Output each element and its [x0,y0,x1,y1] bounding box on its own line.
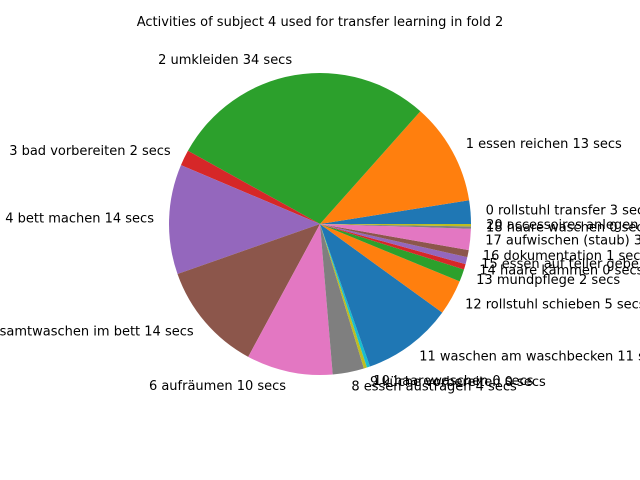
slice-label: 11 waschen am waschbecken 11 secs [419,350,640,365]
slice-label: 16 dokumentation 1 secs [483,249,640,264]
chart-title: Activities of subject 4 used for transfe… [137,15,504,30]
pie-slice [320,224,468,265]
pie-slice [187,72,421,224]
slice-label: 20 accessoires anlegen 0 secs [486,218,640,233]
pie-slice [169,165,320,274]
pie-slice [320,224,471,229]
pie-slice [320,224,469,258]
slice-label: 12 rollstuhl schieben 5 secs [465,297,640,312]
slice-label: 2 umkleiden 34 secs [158,53,292,68]
pie-slice [180,150,320,224]
pie-slice [248,224,333,375]
pie-slice [320,224,367,369]
slice-label: 13 mundpflege 2 secs [476,273,620,288]
slice-label: 15 essen auf teller geben 1 secs [481,257,640,272]
slice-label: 0 rollstuhl transfer 3 secs [486,203,640,218]
slice-label: 17 aufwischen (staub) 3 secs [485,234,640,249]
slice-label: 9 küche vorbereiten 0 secs [370,375,546,390]
pie-labels: 0 rollstuhl transfer 3 secs 1 essen reich… [0,53,640,395]
pie-slice [320,224,466,270]
pie-slice [320,200,472,224]
slice-label: 18 haare waschen 0 secs [486,220,640,235]
pie-slice [320,224,370,368]
slice-label: 1 essen reichen 13 secs [466,137,622,152]
slice-label: 4 bett machen 14 secs [5,211,154,226]
pie-slice [320,224,464,282]
slice-label: 5 gesamtwaschen im bett 14 secs [0,324,194,339]
pie-slice [320,111,470,224]
pie-slice [320,224,443,367]
slice-label: 3 bad vorbereiten 2 secs [9,144,171,159]
slice-label: 10 haarewaschen 0 secs [373,374,533,389]
pie-slices [169,72,472,375]
slice-label: 6 aufräumen 10 secs [149,379,286,394]
pie-slice [177,224,320,357]
pie-slice [320,224,460,313]
pie-slice [320,224,364,375]
slice-label: 14 haare kämmen 0 secs [479,264,640,279]
slice-label: 8 essen austragen 4 secs [351,380,517,395]
pie-slice [320,224,471,251]
pie-slice [320,224,471,227]
